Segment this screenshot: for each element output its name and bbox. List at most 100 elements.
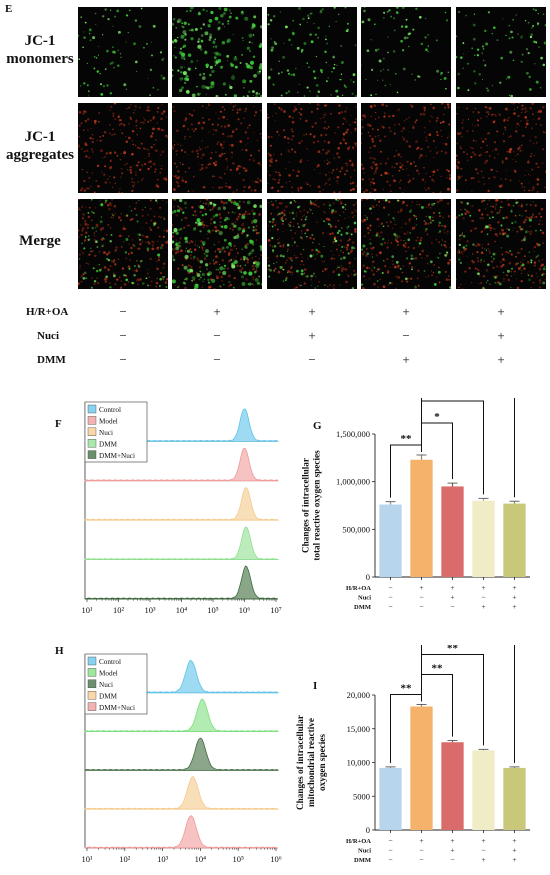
bar-condition-symbol: + [419, 836, 423, 845]
flow-legend-swatch [87, 702, 97, 711]
flow-legend-label: Nuci [99, 681, 113, 689]
bar [472, 750, 495, 830]
bar-y-axis-label-line: Changes of intracellular [295, 715, 305, 810]
bar [379, 504, 402, 577]
bar-y-tick-label: 1,500,000 [336, 429, 370, 439]
significance-label: ** [447, 645, 459, 654]
jc1-micrograph [78, 103, 168, 193]
significance-bracket [421, 398, 515, 498]
bar-condition-symbol: − [388, 593, 392, 602]
treatment-label: Nuci [37, 330, 59, 342]
jc1-micrograph [78, 199, 168, 289]
bar-condition-symbol: − [419, 846, 423, 855]
bar-y-tick-label: 5000 [353, 791, 370, 801]
flow-legend-swatch [87, 404, 97, 414]
flow-x-tick-label: 10³ [157, 854, 169, 864]
flow-histogram-4 [84, 815, 279, 849]
flow-x-tick-label: 10² [113, 605, 125, 615]
jc1-micrograph [361, 199, 451, 289]
flow-x-tick-label: 10⁶ [270, 854, 282, 864]
flow-histogram-4 [84, 565, 279, 600]
treatment-symbol: + [308, 328, 316, 343]
bar-y-tick-label: 0 [366, 572, 370, 582]
treatment-symbol: − [213, 352, 221, 367]
bar-condition-symbol: + [450, 583, 454, 592]
jc1-micrograph [361, 103, 451, 193]
bar-chart-total-ros: 0 500,000 1,000,000 1,500,000 Changes of int… [301, 398, 530, 611]
bar-condition-symbol: + [512, 593, 516, 602]
bar-condition-symbol: − [481, 846, 485, 855]
treatment-symbol: + [497, 328, 505, 343]
bar-condition-symbol: + [450, 593, 454, 602]
significance-label: ** [401, 682, 413, 694]
bar-condition-symbol: + [450, 836, 454, 845]
bar-y-axis-label-line: total reactive oxygen species [312, 450, 322, 561]
bar-condition-label: Nuci [358, 595, 371, 602]
jc1-micrograph [456, 103, 546, 193]
flow-legend-label: Control [99, 658, 121, 666]
bar-condition-label: H/R+OA [346, 838, 371, 845]
flow-legend-swatch [87, 691, 97, 700]
flow-legend-label: Model [99, 418, 118, 426]
bar-y-tick-label: 10,000 [347, 758, 370, 768]
flow-x-tick-label: 10⁵ [232, 854, 244, 864]
flow-histogram-3 [84, 526, 280, 560]
flow-legend: Control Model Nuci DMM DMM+Nuci [84, 401, 148, 463]
bar [472, 500, 495, 577]
bar-condition-symbol: − [388, 602, 392, 611]
flow-legend-swatch [87, 450, 97, 459]
bar-condition-symbol: + [512, 846, 516, 855]
jc1-micrograph [172, 103, 262, 193]
treatment-symbol: + [402, 304, 410, 319]
significance-bracket [421, 645, 515, 763]
flow-x-tick-label: 10⁶ [239, 605, 251, 615]
bar-condition-symbol: − [419, 855, 423, 864]
bar-y-axis-label: Changes of intracellularmitochondrial re… [295, 715, 327, 810]
bar-condition-symbol: + [419, 583, 423, 592]
flow-histogram-total-ros: 10¹ 10² 10³ 10⁴ 10⁵ 10⁶ 10⁷ Control Model Nuci DMM… [81, 401, 282, 615]
jc1-micrograph [267, 199, 357, 289]
treatment-symbol: − [402, 328, 410, 343]
bar [410, 459, 433, 577]
bar-condition-symbol: − [388, 583, 392, 592]
flow-histogram-2 [84, 737, 280, 771]
flow-x-tick-label: 10¹ [81, 605, 93, 615]
treatment-label: H/R+OA [26, 306, 69, 318]
panel-label-h: H [55, 645, 64, 657]
panel-label-f: F [55, 418, 62, 430]
bar [379, 767, 402, 830]
flow-legend-label: DMM+Nuci [99, 704, 135, 712]
treatment-label: DMM [37, 354, 66, 366]
bar [441, 486, 464, 577]
jc1-micrograph [456, 199, 546, 289]
bar-condition-symbol: − [419, 602, 423, 611]
treatment-symbol: + [497, 352, 505, 367]
flow-histogram-1 [84, 698, 279, 732]
significance-label: * [434, 411, 440, 423]
bar-condition-label: DMM [354, 604, 371, 611]
flow-legend-label: DMM [99, 692, 118, 700]
bar-condition-symbol: + [512, 836, 516, 845]
flow-histogram-2 [84, 487, 280, 521]
bar-y-tick-label: 15,000 [347, 724, 370, 734]
flow-histogram-1 [84, 447, 279, 482]
flow-legend-swatch [87, 427, 97, 436]
jc1-row-label-line1: JC-1 [24, 129, 56, 145]
bar-y-tick-label: 1,000,000 [336, 477, 370, 487]
bar-condition-symbol: + [481, 855, 485, 864]
bar-condition-symbol: + [450, 846, 454, 855]
flow-x-tick-label: 10⁵ [207, 605, 219, 615]
flow-x-tick-label: 10³ [144, 605, 156, 615]
treatment-symbol: − [119, 352, 127, 367]
bar-condition-symbol: + [481, 836, 485, 845]
flow-legend-label: DMM+Nuci [99, 452, 135, 460]
treatment-symbol: − [308, 352, 316, 367]
flow-legend-swatch [87, 439, 97, 448]
bar-y-axis-label: Changes of intracellulartotal reactive o… [301, 450, 322, 561]
bar-condition-symbol: − [450, 602, 454, 611]
bar-y-tick-label: 0 [366, 825, 370, 835]
bar [410, 706, 433, 830]
bar-condition-label: H/R+OA [346, 585, 371, 592]
treatment-symbol: + [213, 304, 221, 319]
flow-legend-label: Nuci [99, 429, 113, 437]
